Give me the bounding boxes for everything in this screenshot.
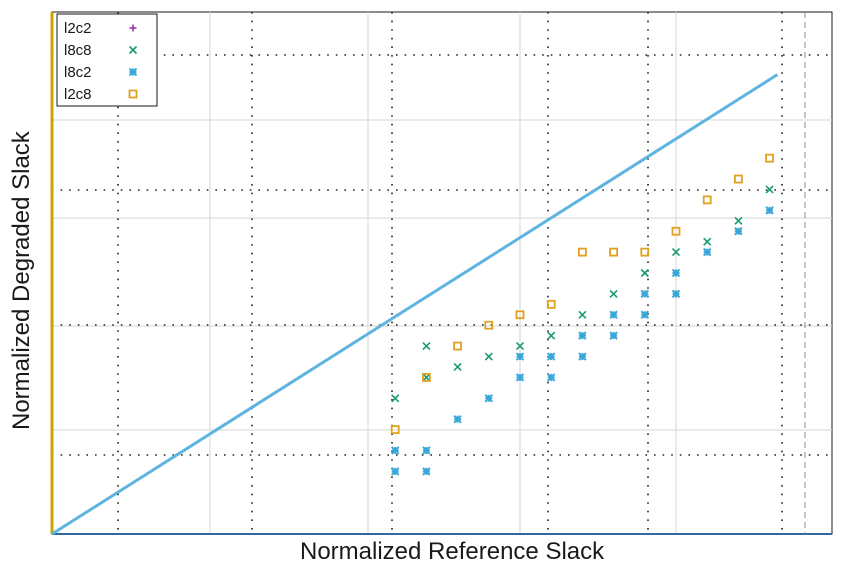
- legend-marker-l8c2: [128, 67, 138, 77]
- point-l2c8: [421, 372, 431, 382]
- point-l2c8: [453, 341, 463, 351]
- legend-marker-l2c8: [128, 89, 138, 99]
- data-points: [390, 153, 774, 476]
- point-l8c8: [671, 248, 681, 257]
- point-l8c2: [734, 227, 743, 236]
- point-l8c2: [484, 394, 494, 403]
- point-l8c2: [702, 247, 712, 257]
- point-l2c8: [702, 195, 712, 205]
- point-l8c2: [422, 467, 431, 476]
- point-l8c2: [390, 446, 400, 455]
- point-l8c8: [484, 352, 493, 361]
- point-l8c8: [640, 268, 649, 278]
- point-l8c2: [546, 373, 556, 382]
- point-l8c2: [671, 268, 681, 278]
- x-axis-title: Normalized Reference Slack: [300, 538, 605, 565]
- point-l8c2: [671, 289, 681, 299]
- point-l8c2: [422, 446, 431, 455]
- point-l8c8: [765, 185, 774, 194]
- point-l8c2: [390, 467, 400, 476]
- point-l8c8: [422, 373, 431, 382]
- legend-marker-l2c2: [129, 24, 137, 32]
- legend-items: l2c2 l8c8 l8c2 l2c8: [64, 20, 138, 103]
- plot-area: [51, 11, 833, 535]
- legend: l2c2 l8c8 l8c2 l2c8: [56, 13, 158, 107]
- point-l2c8: [765, 153, 774, 163]
- point-l8c2: [609, 331, 618, 340]
- point-l2c8: [390, 425, 400, 435]
- point-l8c2: [640, 289, 650, 299]
- point-l2c8: [609, 247, 618, 257]
- point-l8c8: [703, 237, 712, 246]
- legend-marker-l8c8: [128, 45, 138, 55]
- point-l2c8: [484, 320, 494, 330]
- point-l8c2: [765, 206, 774, 215]
- legend-box: [56, 13, 158, 107]
- point-l8c2: [453, 414, 462, 424]
- legend-label-l2c2: l2c2: [64, 20, 92, 37]
- point-l8c8: [578, 310, 587, 319]
- legend-label-l8c8: l8c8: [64, 42, 92, 59]
- point-l8c2: [515, 373, 525, 382]
- point-l2c8: [640, 247, 650, 257]
- point-l8c8: [515, 342, 525, 351]
- point-l2c8: [546, 299, 556, 309]
- point-l8c8: [422, 342, 431, 351]
- legend-label-l2c8: l2c8: [64, 86, 92, 103]
- point-l8c2: [515, 352, 525, 361]
- point-l8c2: [640, 310, 650, 319]
- point-l2c8: [515, 310, 525, 320]
- point-l2c8: [578, 247, 587, 257]
- series-l8c8: [391, 185, 774, 403]
- series-l2c8: [390, 153, 774, 435]
- point-l8c8: [453, 362, 462, 372]
- point-l8c8: [547, 331, 556, 340]
- legend-label-l8c2: l8c2: [64, 64, 92, 81]
- point-l8c2: [578, 352, 587, 361]
- point-l8c2: [546, 352, 556, 361]
- point-l8c2: [609, 310, 618, 319]
- point-l2c8: [734, 174, 743, 184]
- y-axis-title: Normalized Degraded Slack: [8, 131, 35, 430]
- point-l8c8: [734, 216, 743, 225]
- point-l8c8: [609, 289, 618, 298]
- point-l8c8: [391, 394, 400, 403]
- point-l2c8: [671, 226, 681, 236]
- point-l8c2: [578, 331, 587, 340]
- series-l8c2: [390, 206, 774, 476]
- reference-line: [51, 73, 779, 536]
